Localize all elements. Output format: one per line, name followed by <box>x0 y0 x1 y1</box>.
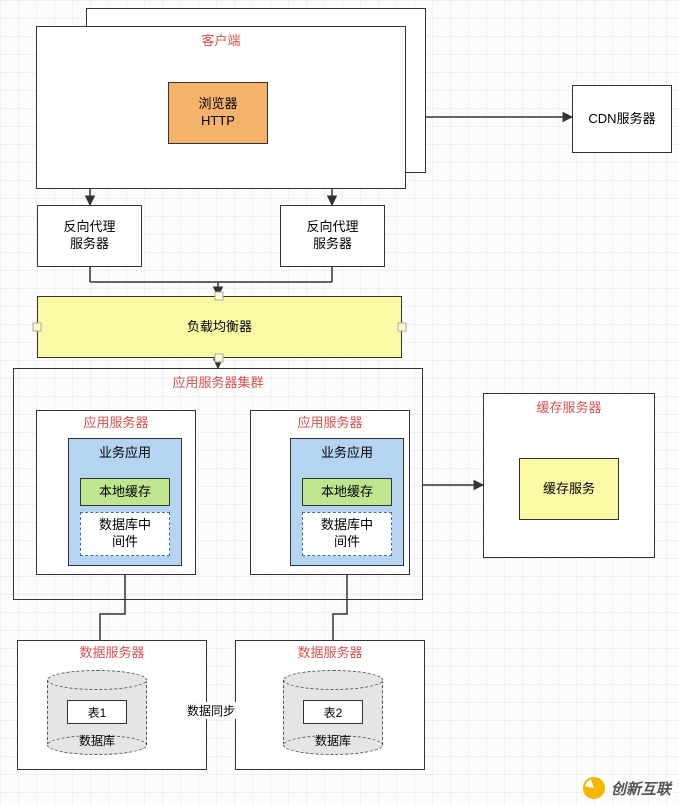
mw1-label2: 间件 <box>112 534 138 551</box>
cluster-title: 应用服务器集群 <box>172 375 263 392</box>
app2-title: 应用服务器 <box>297 415 362 432</box>
db-middleware-2: 数据库中 间件 <box>302 512 392 556</box>
rp1-label1: 反向代理 <box>63 219 115 236</box>
cdn-node: CDN服务器 <box>572 85 672 153</box>
mw2-label1: 数据库中 <box>321 517 373 534</box>
cache-srv-label: 缓存服务 <box>543 481 595 498</box>
mw1-label1: 数据库中 <box>99 517 151 534</box>
watermark-text: 创新互联 <box>611 778 671 799</box>
selection-handle[interactable] <box>215 354 224 363</box>
browser-label2: HTTP <box>201 113 235 130</box>
watermark-logo-icon <box>580 774 608 802</box>
lc1-label: 本地缓存 <box>99 484 151 501</box>
database-cylinder-1: 表1 数据库 <box>47 670 147 755</box>
browser-label1: 浏览器 <box>198 96 237 113</box>
lc2-label: 本地缓存 <box>321 484 373 501</box>
table-2: 表2 <box>303 700 363 724</box>
db2-box-title: 数据服务器 <box>297 645 362 662</box>
reverse-proxy-2: 反向代理 服务器 <box>280 205 385 267</box>
load-balancer[interactable]: 负载均衡器 <box>37 296 402 358</box>
table2-label: 表2 <box>324 704 343 721</box>
biz1-label: 业务应用 <box>99 445 151 462</box>
rp1-label2: 服务器 <box>70 236 109 253</box>
watermark: 创新互联 <box>583 777 671 799</box>
rp2-label1: 反向代理 <box>306 219 358 236</box>
local-cache-2: 本地缓存 <box>302 478 392 506</box>
cache-srv-title: 缓存服务器 <box>536 400 601 417</box>
sync-label: 数据同步 <box>185 702 237 719</box>
cache-service: 缓存服务 <box>519 458 619 520</box>
app1-title: 应用服务器 <box>83 415 148 432</box>
db-middleware-1: 数据库中 间件 <box>80 512 170 556</box>
rp2-label2: 服务器 <box>313 236 352 253</box>
mw2-label2: 间件 <box>334 534 360 551</box>
table1-label: 表1 <box>88 704 107 721</box>
lb-label: 负载均衡器 <box>187 319 252 336</box>
cdn-label: CDN服务器 <box>588 111 655 128</box>
db1-box-title: 数据服务器 <box>79 645 144 662</box>
table-1: 表1 <box>67 700 127 724</box>
reverse-proxy-1: 反向代理 服务器 <box>37 205 142 267</box>
local-cache-1: 本地缓存 <box>80 478 170 506</box>
selection-handle[interactable] <box>215 292 224 301</box>
selection-handle[interactable] <box>33 323 42 332</box>
db1-label: 数据库 <box>47 732 147 749</box>
selection-handle[interactable] <box>398 323 407 332</box>
database-cylinder-2: 表2 数据库 <box>283 670 383 755</box>
client-title: 客户端 <box>201 33 240 50</box>
browser-node: 浏览器 HTTP <box>168 82 268 144</box>
db2-label: 数据库 <box>283 732 383 749</box>
biz2-label: 业务应用 <box>321 445 373 462</box>
